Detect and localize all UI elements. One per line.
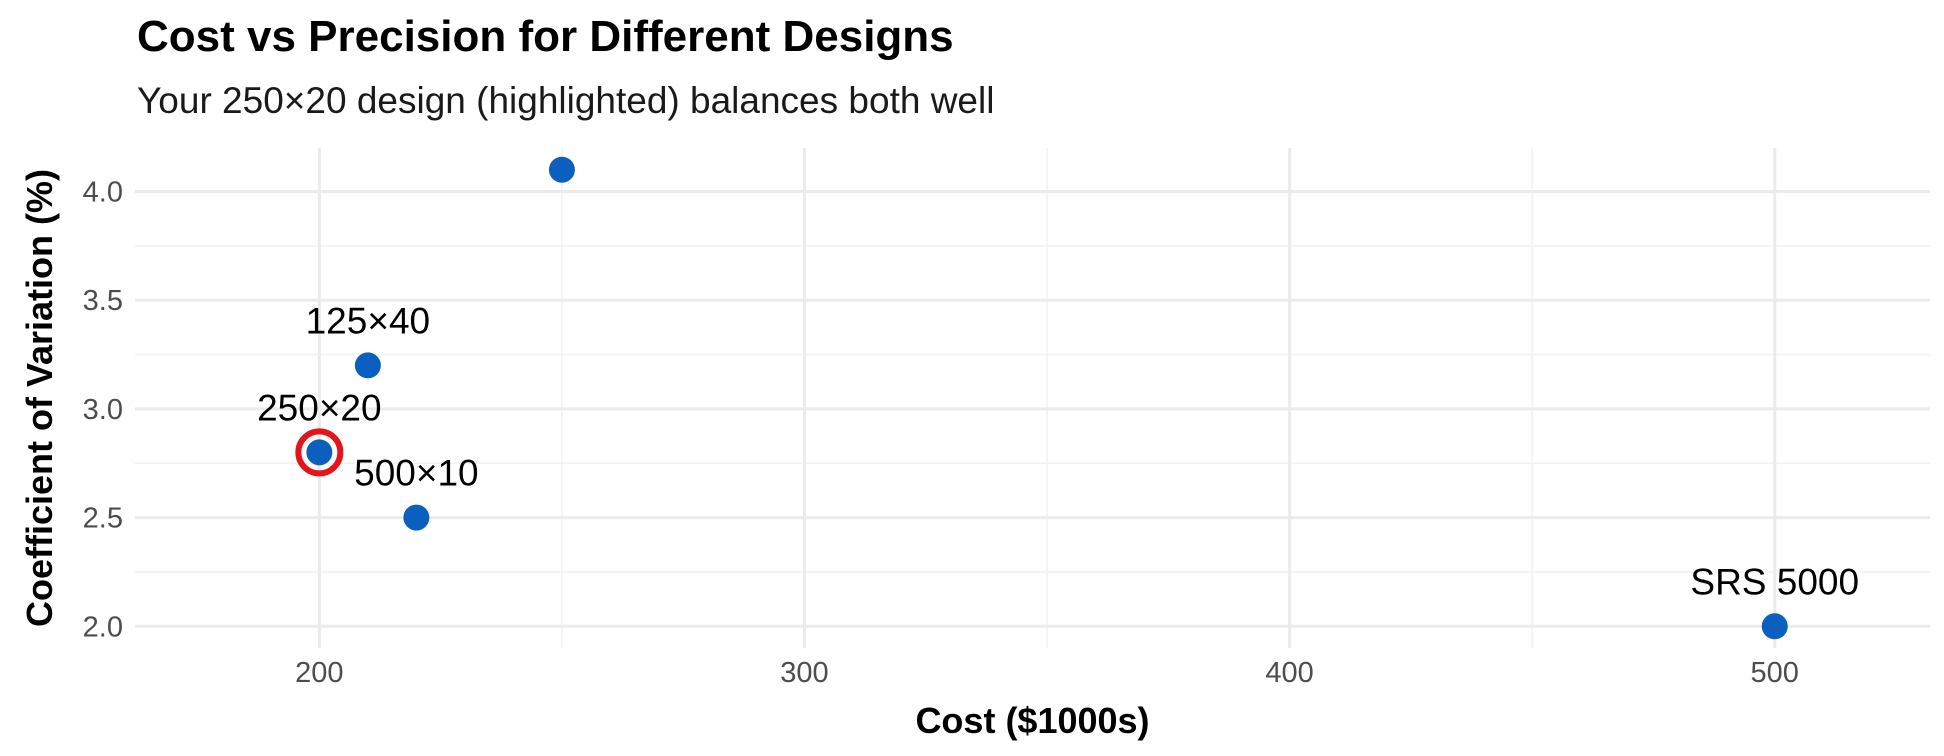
chart-title: Cost vs Precision for Different Designs xyxy=(137,12,954,61)
scatter-point xyxy=(548,156,575,183)
data-points xyxy=(295,156,1788,640)
scatter-point xyxy=(354,352,381,379)
y-tick-label: 3.5 xyxy=(83,285,123,317)
x-tick-label: 500 xyxy=(1751,657,1799,689)
x-tick-label: 200 xyxy=(295,657,343,689)
point-label: 250×20 xyxy=(257,387,382,428)
point-label: SRS 5000 xyxy=(1690,561,1859,602)
x-tick-label: 300 xyxy=(780,657,828,689)
y-axis-title: Coefficient of Variation (%) xyxy=(19,169,60,627)
point-label: 500×10 xyxy=(354,453,479,494)
tick-labels: 200 300 400 500 2.0 2.5 3.0 3.5 4.0 xyxy=(83,176,1799,689)
scatter-point xyxy=(1761,613,1788,640)
grid-layer xyxy=(135,148,1930,648)
x-tick-label: 400 xyxy=(1265,657,1313,689)
scatter-point xyxy=(306,439,333,466)
y-tick-label: 2.0 xyxy=(83,611,123,643)
y-tick-label: 2.5 xyxy=(83,503,123,535)
x-axis-title: Cost ($1000s) xyxy=(915,700,1149,741)
highlight-ring xyxy=(295,428,344,477)
point-labels: 250×20 125×40 500×10 SRS 5000 xyxy=(257,300,1859,602)
y-tick-label: 3.0 xyxy=(83,394,123,426)
y-tick-label: 4.0 xyxy=(83,176,123,208)
scatter-point xyxy=(403,504,430,531)
point-label: 125×40 xyxy=(306,300,431,341)
chart-subtitle: Your 250×20 design (highlighted) balance… xyxy=(137,80,995,121)
